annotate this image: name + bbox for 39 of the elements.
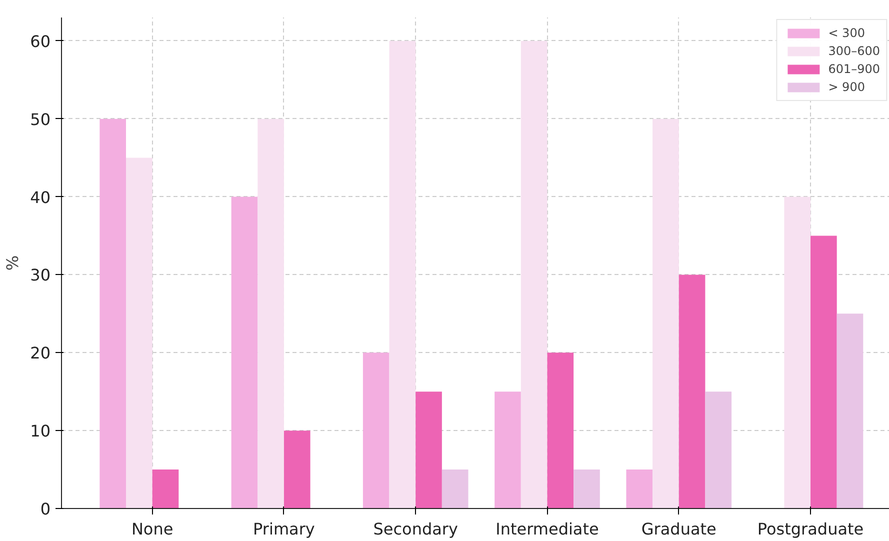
legend-label: 601–900 xyxy=(828,62,880,76)
bar xyxy=(152,470,179,508)
y-tick-label: 60 xyxy=(30,32,50,51)
legend-label: < 300 xyxy=(828,26,865,40)
bar xyxy=(705,392,732,508)
y-axis-title: % xyxy=(3,255,22,271)
bar xyxy=(652,118,679,508)
y-tick-label: 10 xyxy=(30,422,50,441)
x-tick-label: Intermediate xyxy=(496,520,599,538)
x-tick-label: Postgraduate xyxy=(757,520,864,538)
bar xyxy=(494,392,521,508)
bar xyxy=(784,196,811,508)
y-tick-label: 50 xyxy=(30,110,50,129)
bar xyxy=(442,470,468,508)
legend-label: > 900 xyxy=(828,80,865,94)
bar xyxy=(836,314,864,508)
x-tick-label: Primary xyxy=(253,520,315,538)
bar xyxy=(284,430,310,508)
bar xyxy=(362,352,390,508)
bar xyxy=(126,158,152,508)
bar xyxy=(258,118,284,508)
bar xyxy=(416,392,442,508)
x-tick-label: None xyxy=(131,520,174,538)
bar xyxy=(389,40,416,508)
y-tick-label: 40 xyxy=(30,188,50,207)
legend-label: 300–600 xyxy=(828,44,880,58)
bar xyxy=(810,236,837,508)
bar xyxy=(626,470,653,508)
bar xyxy=(100,118,126,508)
bar xyxy=(678,274,706,508)
y-tick-label: 0 xyxy=(40,500,51,518)
y-tick-label: 20 xyxy=(30,344,50,363)
bar xyxy=(520,40,548,508)
y-tick-label: 30 xyxy=(30,266,50,285)
bar xyxy=(231,196,258,508)
x-tick-label: Secondary xyxy=(373,520,458,538)
bar xyxy=(574,470,600,508)
bar xyxy=(547,352,574,508)
x-tick-label: Graduate xyxy=(641,520,716,538)
